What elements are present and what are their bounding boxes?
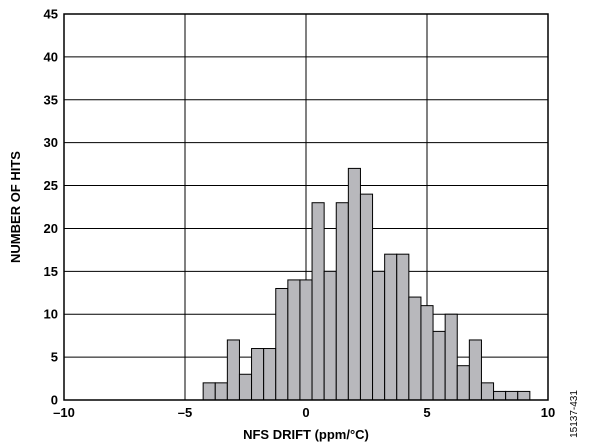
y-tick-label: 40: [44, 49, 58, 64]
histogram-bar: [456, 365, 470, 401]
histogram-bar: [263, 348, 277, 401]
x-tick-label: 0: [302, 405, 309, 420]
figure-id: 15137-431: [569, 390, 580, 438]
histogram-bar: [505, 390, 519, 401]
histogram-bar: [372, 270, 386, 401]
histogram-bar: [444, 313, 458, 401]
y-tick-label: 15: [44, 264, 58, 279]
histogram-bar: [202, 382, 216, 401]
histogram-bar: [226, 339, 240, 401]
y-tick-label: 25: [44, 178, 58, 193]
y-tick-label: 20: [44, 221, 58, 236]
histogram-bar: [384, 253, 398, 401]
histogram-bar: [420, 305, 434, 401]
histogram-bar: [238, 373, 253, 401]
x-tick-labels: –10 –5 0 5 10: [53, 405, 555, 420]
histogram-bar: [323, 270, 337, 401]
histogram-bar: [287, 279, 301, 401]
y-tick-label: 5: [51, 350, 58, 365]
y-tick-label: 10: [44, 307, 58, 322]
histogram-bar: [299, 279, 313, 401]
histogram-bar: [493, 390, 507, 401]
plot-frame: [63, 13, 549, 401]
y-tick-label: 30: [44, 135, 58, 150]
histogram-bar: [359, 193, 374, 401]
x-tick-label: 10: [541, 405, 555, 420]
histogram-bar: [396, 253, 410, 401]
histogram-bar: [517, 390, 531, 401]
histogram-bar: [408, 296, 422, 401]
y-axis-title: NUMBER OF HITS: [8, 151, 23, 263]
histogram-bar: [214, 382, 228, 401]
histogram-bar: [347, 167, 361, 401]
histogram-bar: [432, 330, 446, 401]
histogram-bar: [275, 287, 289, 401]
histogram-bar: [251, 348, 265, 401]
x-tick-label: –10: [53, 405, 75, 420]
histogram-bars: [202, 167, 531, 401]
histogram-bar: [335, 202, 349, 401]
y-tick-label: 35: [44, 92, 58, 107]
x-tick-label: –5: [178, 405, 192, 420]
x-tick-label: 5: [423, 405, 430, 420]
histogram-bar: [480, 382, 495, 401]
histogram-bar: [311, 202, 325, 401]
y-tick-label: 0: [51, 393, 58, 408]
y-tick-label: 45: [44, 7, 58, 22]
x-axis-title: NFS DRIFT (ppm/°C): [243, 427, 369, 442]
histogram-bar: [468, 339, 482, 401]
y-tick-labels: 0 5 10 15 20 25 30 35 40 45: [44, 7, 58, 408]
